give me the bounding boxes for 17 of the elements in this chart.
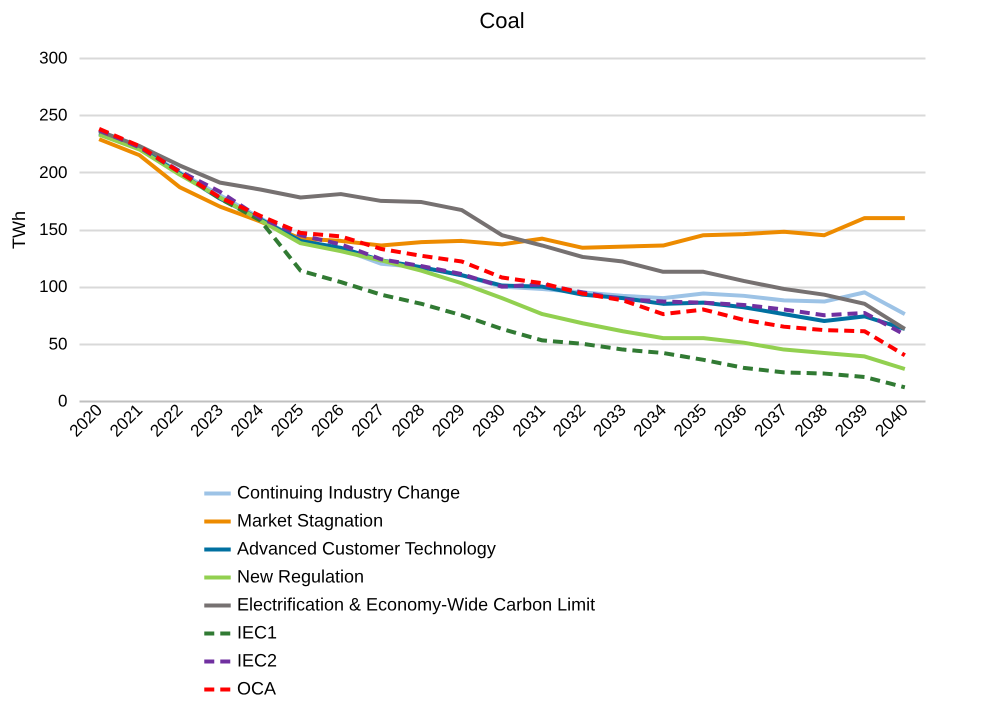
y-tick-label: 50 xyxy=(48,334,68,354)
legend-label: Continuing Industry Change xyxy=(237,482,460,502)
chart-title: Coal xyxy=(479,8,525,33)
y-tick-label: 300 xyxy=(39,48,68,68)
y-tick-label: 150 xyxy=(39,220,68,239)
y-axis-title: TWh xyxy=(9,211,30,249)
legend-label: Advanced Customer Technology xyxy=(237,538,496,558)
legend-label: IEC2 xyxy=(237,650,278,670)
legend-label: Market Stagnation xyxy=(237,510,384,530)
legend-label: IEC1 xyxy=(237,622,278,642)
y-tick-label: 250 xyxy=(39,106,68,125)
y-tick-label: 200 xyxy=(39,162,68,182)
legend-label: OCA xyxy=(237,678,276,698)
y-tick-label: 100 xyxy=(39,277,68,296)
legend-label: Electrification & Economy-Wide Carbon Limit xyxy=(237,594,596,614)
legend-label: New Regulation xyxy=(237,566,364,586)
y-tick-label: 0 xyxy=(58,392,68,410)
